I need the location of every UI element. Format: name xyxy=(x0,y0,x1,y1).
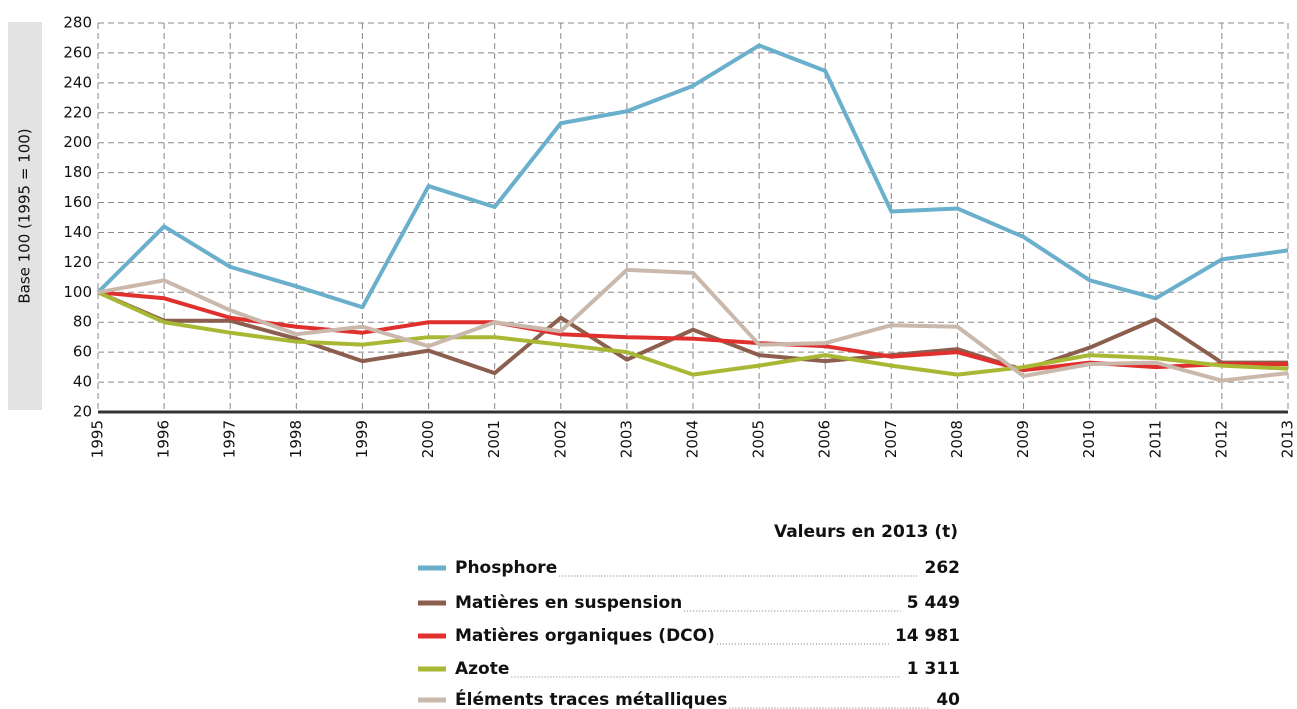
x-tick-label: 1996 xyxy=(155,420,173,458)
legend-value: 5 449 xyxy=(907,593,960,613)
x-tick-label: 2011 xyxy=(1146,420,1164,458)
y-tick-label: 220 xyxy=(63,103,92,121)
y-tick-label: 260 xyxy=(63,43,92,61)
y-tick-label: 120 xyxy=(63,253,92,271)
x-tick-label: 2010 xyxy=(1080,420,1098,458)
y-tick-label: 280 xyxy=(63,14,92,32)
x-tick-label: 2007 xyxy=(882,420,900,458)
x-tick-label: 1998 xyxy=(287,420,305,458)
x-tick-label: 1999 xyxy=(353,420,371,458)
y-tick-label: 40 xyxy=(73,373,92,391)
y-axis-label: Base 100 (1995 = 100) xyxy=(16,128,34,303)
y-tick-label: 20 xyxy=(73,403,92,421)
legend-label: Phosphore xyxy=(455,558,557,578)
x-tick-label: 2005 xyxy=(750,420,768,458)
x-tick-label: 2000 xyxy=(419,420,437,458)
legend-label: Matières organiques (DCO) xyxy=(455,626,715,646)
y-tick-label: 60 xyxy=(73,343,92,361)
series-line xyxy=(97,290,1288,376)
x-tick-label: 2001 xyxy=(485,420,503,458)
x-tick-label: 2012 xyxy=(1212,420,1230,458)
x-tick-label: 2002 xyxy=(551,420,569,458)
x-tick-label: 2006 xyxy=(816,420,834,458)
x-tick-label: 2004 xyxy=(684,420,702,458)
legend-label: Azote xyxy=(455,659,509,679)
legend-title: Valeurs en 2013 (t) xyxy=(774,522,958,542)
y-tick-label: 240 xyxy=(63,73,92,91)
y-tick-label: 100 xyxy=(63,283,92,301)
legend-value: 1 311 xyxy=(907,659,960,679)
y-label-box xyxy=(8,22,42,410)
x-tick-label: 2009 xyxy=(1014,420,1032,458)
x-tick-label: 1995 xyxy=(89,420,107,458)
y-tick-label: 180 xyxy=(63,163,92,181)
series-line xyxy=(97,267,1289,383)
y-tick-label: 140 xyxy=(63,223,92,241)
series-line xyxy=(97,290,1289,377)
legend-value: 262 xyxy=(925,558,961,578)
y-tick-label: 80 xyxy=(73,313,92,331)
x-tick-label: 1997 xyxy=(221,420,239,458)
x-tick-label: 2003 xyxy=(617,420,635,458)
y-tick-label: 200 xyxy=(63,133,92,151)
series-line xyxy=(96,43,1289,310)
x-tick-label: 2013 xyxy=(1279,420,1297,458)
legend-value: 40 xyxy=(936,690,960,709)
legend-label: Matières en suspension xyxy=(455,593,682,613)
y-tick-label: 160 xyxy=(63,193,92,211)
x-tick-label: 2008 xyxy=(948,420,966,458)
legend-value: 14 981 xyxy=(895,626,960,646)
legend-label: Éléments traces métalliques xyxy=(455,688,727,709)
